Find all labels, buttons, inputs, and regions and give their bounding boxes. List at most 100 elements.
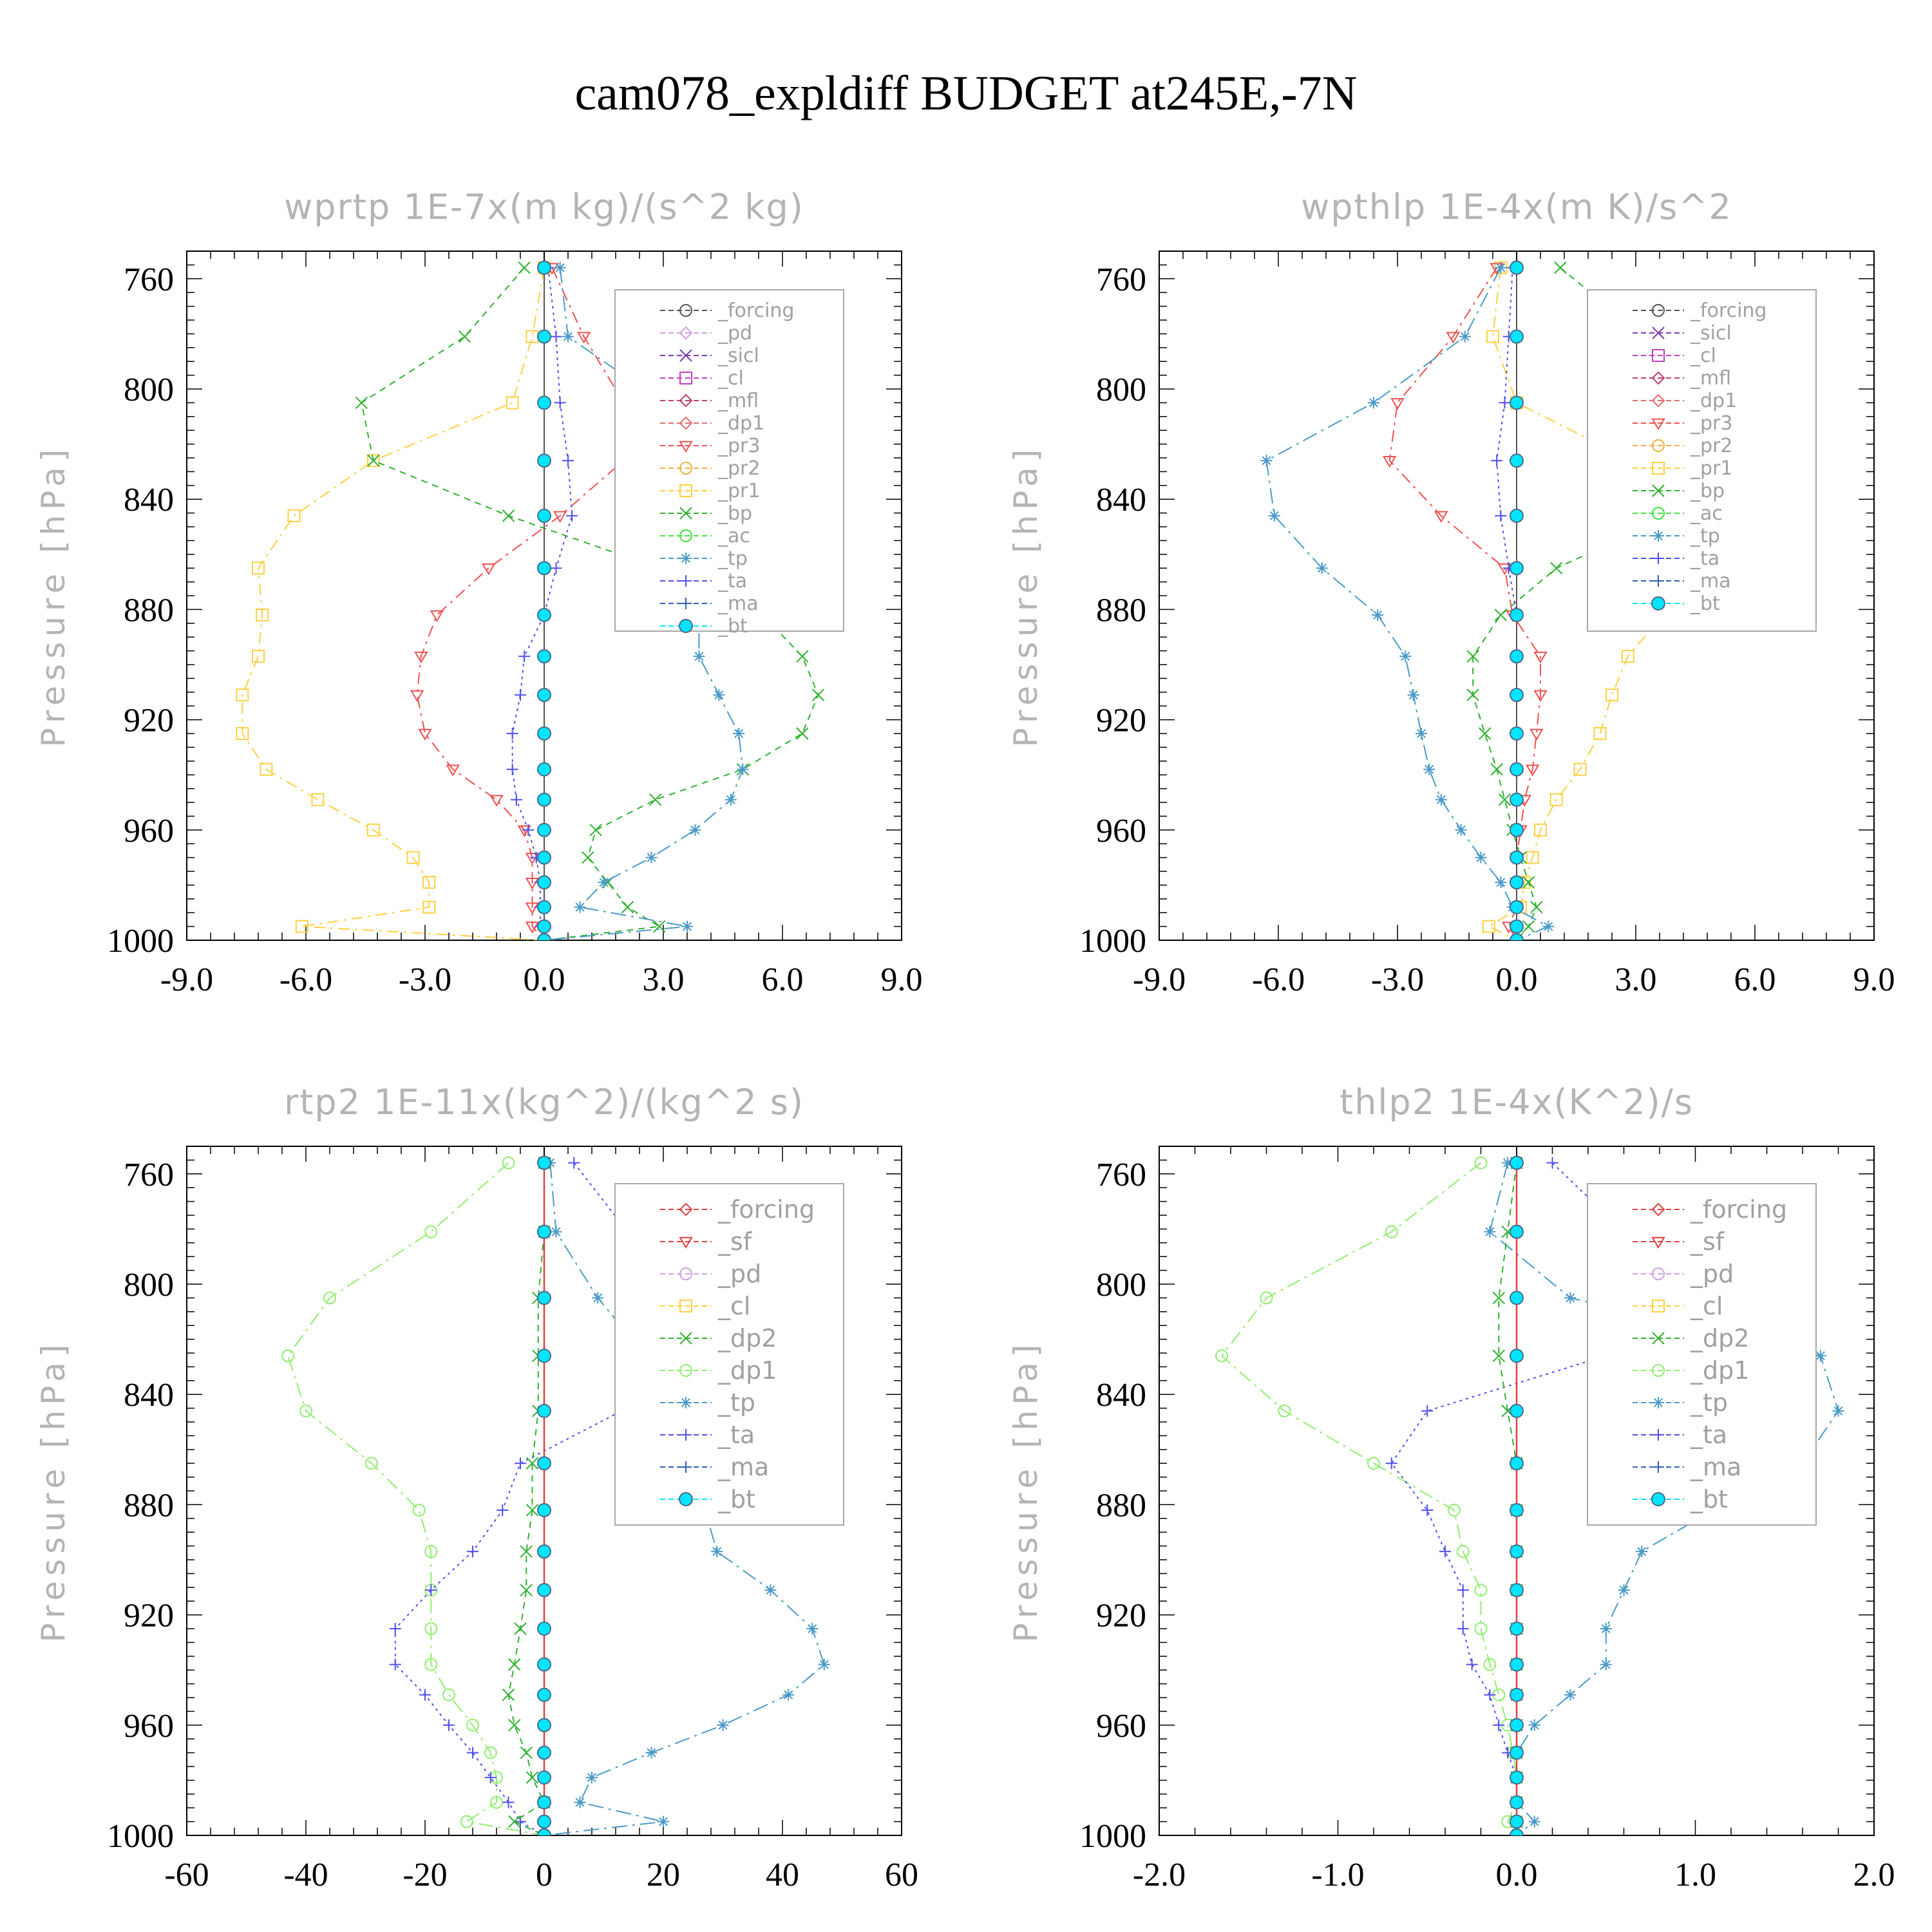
series-point-bt [1510,933,1524,940]
x-tick-label: 20 [647,1857,680,1893]
series-point-bp [367,454,380,467]
series-point-dp1 [1483,1658,1497,1671]
series-point-dp2 [502,1689,515,1701]
panel-title: thlp2 1E-4x(K^2)/s [1340,1082,1694,1122]
series-point-ta [522,824,535,836]
series-point-bt [1510,688,1524,703]
legend-entry: _sicl [717,345,759,367]
legend-entry: _forcing [1690,1195,1787,1224]
legend-box [1587,289,1817,632]
x-tick-label: 9.0 [1853,961,1895,998]
series-point-dp1 [323,1291,336,1305]
legend-entry: _dp1 [1690,1356,1749,1385]
series-point-tp [713,689,725,701]
series-point-ta [550,562,562,574]
legend-entry: _bt [717,615,748,638]
series-point-ta [497,1504,509,1516]
legend-marker [679,372,692,384]
series-point-bt [1510,900,1524,914]
series-point-bt [1510,1502,1524,1517]
series-point-dp2 [1492,1349,1505,1362]
series-point-ta [1495,509,1507,522]
legend-marker [1651,418,1665,430]
series-point-bt [537,561,551,576]
series-point-bt [1510,919,1524,934]
series-point-ta [506,763,518,775]
series-point-ta [443,1719,455,1731]
legend-entry: _pd [717,322,752,345]
series-point-bt [1510,395,1524,410]
series-point-tp [574,1796,586,1808]
series-point-tp [562,330,574,343]
series-point-pr3 [1525,764,1540,777]
series-point-bt [537,1403,551,1418]
series-point-pr1 [1605,688,1618,702]
x-tick-label: 0.0 [524,961,565,998]
legend-marker [679,507,692,520]
series-point-pr1 [506,396,519,410]
x-tick-label: -60 [164,1857,209,1893]
series-point-ta [1493,1719,1505,1731]
series-point-bt [1510,1291,1524,1305]
y-axis-label: Pressure [hPa] [35,1340,72,1643]
y-tick-label: 960 [124,1708,174,1745]
legend-entry: _sf [717,1227,753,1256]
series-point-bt [537,1155,551,1170]
series-point-ta [1457,1584,1469,1596]
series-point-bt [537,875,551,890]
series-point-pr3 [481,563,496,576]
series-point-tp [1416,728,1427,739]
series-point-bp [502,509,515,522]
series-point-bt [1510,453,1524,468]
series-point-dp2 [514,1622,527,1635]
series-point-bt [537,1349,551,1363]
series-point-dp2 [1492,1291,1505,1305]
legend-marker [680,1429,692,1441]
legend-entry: _pd [1690,1260,1734,1288]
series-point-pr1 [406,851,420,864]
legend-marker [1651,596,1665,611]
series-point-bp [1530,900,1543,914]
series-point-dp1 [1474,1584,1488,1597]
legend-entry: _pr2 [1690,435,1732,457]
legend-entry: _tp [717,547,748,570]
series-point-bt [537,1657,551,1672]
legend-marker [1651,371,1665,385]
series-point-tp [1600,1623,1612,1634]
legend-marker [679,304,692,317]
series-point-dp1 [412,1503,426,1517]
legend-marker [1651,1236,1665,1249]
legend-marker [679,484,692,497]
series-point-dp1 [299,1404,312,1417]
legend-entry: _tp [717,1388,755,1417]
series-point-dp1 [466,1718,479,1732]
series-point-bp [458,330,471,343]
series-point-pr3 [517,825,531,837]
x-tick-label: -6.0 [279,961,332,998]
legend-marker [1653,1429,1664,1441]
series-point-bp [1522,920,1535,933]
series-point-tp [724,793,737,806]
series-point-dp1 [424,1658,438,1671]
series-point-bt [537,260,551,275]
series-point-bt [537,1224,551,1239]
legend-entry: _dp1 [717,1356,777,1385]
series-point-ta [506,728,518,739]
series-point-tp [717,1719,729,1731]
legend-entry: _ma [1690,1453,1741,1481]
series-point-bt [1510,1456,1524,1471]
series-point-pr3 [525,877,540,890]
series-point-pr3 [414,651,428,664]
y-tick-label: 880 [124,1487,174,1524]
legend-entry: _dp1 [717,412,764,435]
series-point-pr1 [236,688,249,702]
series-point-bt [537,1583,551,1598]
series-point-pr3 [525,922,540,934]
legend-marker [679,529,692,542]
legend-entry: _forcing [1690,299,1766,322]
y-axis-label: Pressure [hPa] [1007,1340,1045,1643]
series-point-ta [467,1747,478,1759]
series-point-pr1 [1526,851,1539,864]
series-point-ta [515,1457,526,1470]
legend-box [614,1183,844,1526]
